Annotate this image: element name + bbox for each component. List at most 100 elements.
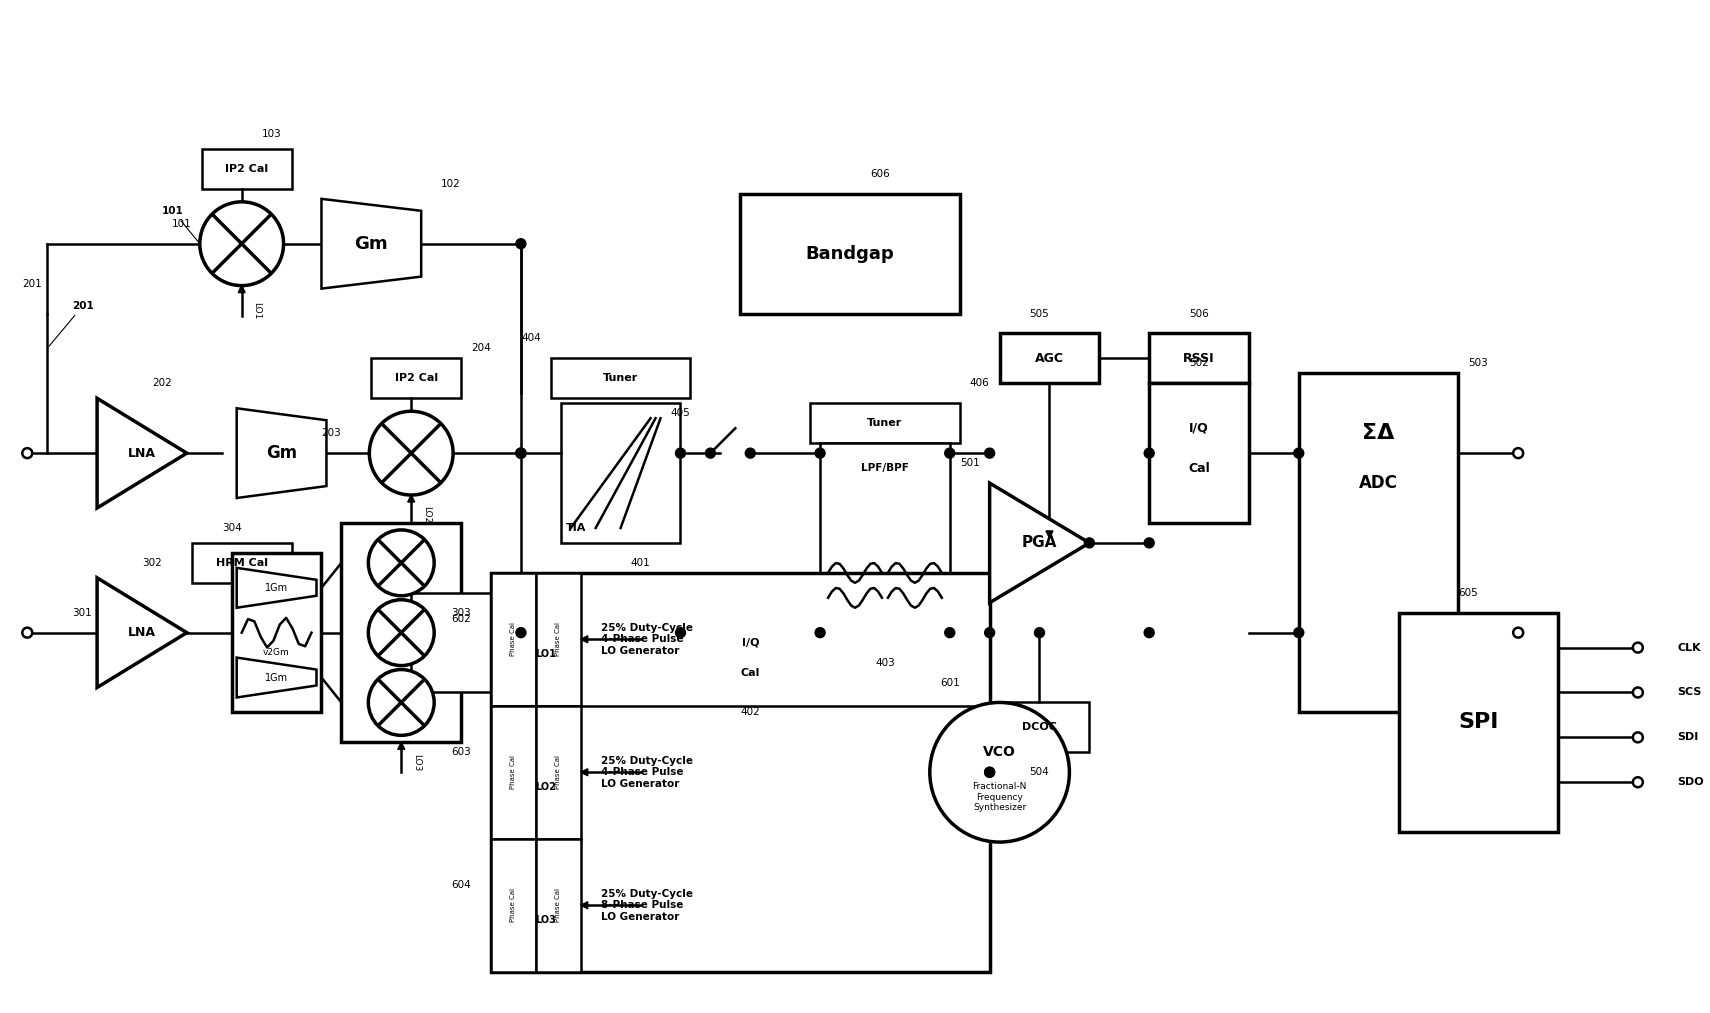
Circle shape <box>22 628 32 637</box>
Bar <box>551 359 691 398</box>
Text: 203: 203 <box>321 428 342 439</box>
Text: 602: 602 <box>451 614 470 624</box>
Ellipse shape <box>368 670 434 735</box>
Polygon shape <box>1047 531 1053 538</box>
Text: LO3: LO3 <box>412 754 421 771</box>
Bar <box>192 543 291 582</box>
Text: 501: 501 <box>959 458 980 468</box>
Text: I/Q: I/Q <box>1188 421 1209 435</box>
Text: 201: 201 <box>50 301 94 346</box>
Bar <box>491 572 990 971</box>
Text: RSSI: RSSI <box>1183 352 1214 365</box>
Text: LNA: LNA <box>128 626 156 639</box>
Text: 304: 304 <box>222 523 241 533</box>
Bar <box>1149 333 1248 383</box>
Text: 605: 605 <box>1459 588 1477 598</box>
Text: VCO: VCO <box>983 746 1016 760</box>
Text: Cal: Cal <box>740 668 759 678</box>
Text: 301: 301 <box>72 608 92 618</box>
Text: 401: 401 <box>631 558 650 568</box>
Text: LPF/BPF: LPF/BPF <box>860 463 908 473</box>
Circle shape <box>516 448 527 458</box>
Text: Fractional-N
Frequency
Synthesizer: Fractional-N Frequency Synthesizer <box>973 782 1026 812</box>
Bar <box>491 572 535 706</box>
Text: 604: 604 <box>451 880 470 890</box>
Polygon shape <box>581 636 588 643</box>
Text: 101: 101 <box>173 219 192 229</box>
Text: 202: 202 <box>152 378 171 388</box>
Polygon shape <box>581 902 588 909</box>
Circle shape <box>1294 448 1303 458</box>
Bar <box>1399 613 1558 832</box>
Text: Phase Cal: Phase Cal <box>511 756 516 789</box>
Polygon shape <box>236 568 316 608</box>
Bar <box>202 149 291 188</box>
Text: 25% Duty-Cycle
8-Phase Pulse
LO Generator: 25% Duty-Cycle 8-Phase Pulse LO Generato… <box>600 888 693 922</box>
Ellipse shape <box>200 202 284 286</box>
Circle shape <box>816 628 826 637</box>
Ellipse shape <box>369 411 453 495</box>
Polygon shape <box>236 408 327 498</box>
Bar <box>535 839 581 971</box>
Circle shape <box>985 767 995 777</box>
Circle shape <box>516 239 527 249</box>
Ellipse shape <box>368 530 434 596</box>
Text: Gm: Gm <box>267 444 298 462</box>
Bar <box>1000 333 1100 383</box>
Bar <box>342 523 462 743</box>
Circle shape <box>985 767 995 777</box>
Bar <box>491 839 535 971</box>
Bar <box>990 702 1089 753</box>
Text: 1Gm: 1Gm <box>265 673 289 683</box>
Bar <box>740 193 959 314</box>
Text: 603: 603 <box>451 748 470 758</box>
Text: LO1: LO1 <box>535 649 556 659</box>
Text: Phase Cal: Phase Cal <box>556 888 561 922</box>
Text: Bandgap: Bandgap <box>805 245 894 262</box>
Text: 303: 303 <box>451 608 470 618</box>
Text: 405: 405 <box>670 408 691 418</box>
Circle shape <box>1633 688 1643 698</box>
Circle shape <box>1084 538 1094 548</box>
Ellipse shape <box>368 600 434 666</box>
Text: 25% Duty-Cycle
4-Phase Pulse
LO Generator: 25% Duty-Cycle 4-Phase Pulse LO Generato… <box>600 623 693 655</box>
Text: 403: 403 <box>876 657 894 668</box>
Circle shape <box>516 448 527 458</box>
Circle shape <box>1144 628 1154 637</box>
Bar <box>561 403 681 543</box>
Text: 404: 404 <box>522 333 540 343</box>
Text: SPI: SPI <box>1459 712 1498 732</box>
Circle shape <box>1633 732 1643 743</box>
Circle shape <box>22 448 32 458</box>
Text: Phase Cal: Phase Cal <box>511 888 516 922</box>
Text: IP2 Cal: IP2 Cal <box>395 374 438 383</box>
Text: 502: 502 <box>1188 359 1209 369</box>
Text: ADC: ADC <box>1359 474 1399 492</box>
Text: SDI: SDI <box>1678 732 1700 743</box>
Text: SDO: SDO <box>1678 777 1705 787</box>
Text: 503: 503 <box>1469 359 1488 369</box>
Circle shape <box>1144 448 1154 458</box>
Text: 102: 102 <box>441 179 462 188</box>
Text: LNA: LNA <box>128 447 156 460</box>
Text: 504: 504 <box>1029 767 1050 777</box>
Text: PGA: PGA <box>1023 536 1057 550</box>
Bar <box>535 572 581 706</box>
Circle shape <box>1633 642 1643 652</box>
Circle shape <box>1633 777 1643 787</box>
Text: SCS: SCS <box>1678 688 1701 698</box>
Bar <box>715 582 785 683</box>
Text: HRM Cal: HRM Cal <box>215 558 268 568</box>
Circle shape <box>1035 628 1045 637</box>
Text: 302: 302 <box>142 558 162 568</box>
Text: AGC: AGC <box>1035 352 1064 365</box>
Polygon shape <box>398 743 405 750</box>
Text: I/Q: I/Q <box>742 637 759 647</box>
Text: LO3: LO3 <box>535 915 556 925</box>
Bar <box>1300 374 1459 712</box>
Text: Cal: Cal <box>1188 462 1211 475</box>
Polygon shape <box>97 577 186 688</box>
Text: DCOC: DCOC <box>1023 722 1057 732</box>
Bar <box>491 706 535 839</box>
Text: 406: 406 <box>970 378 990 388</box>
